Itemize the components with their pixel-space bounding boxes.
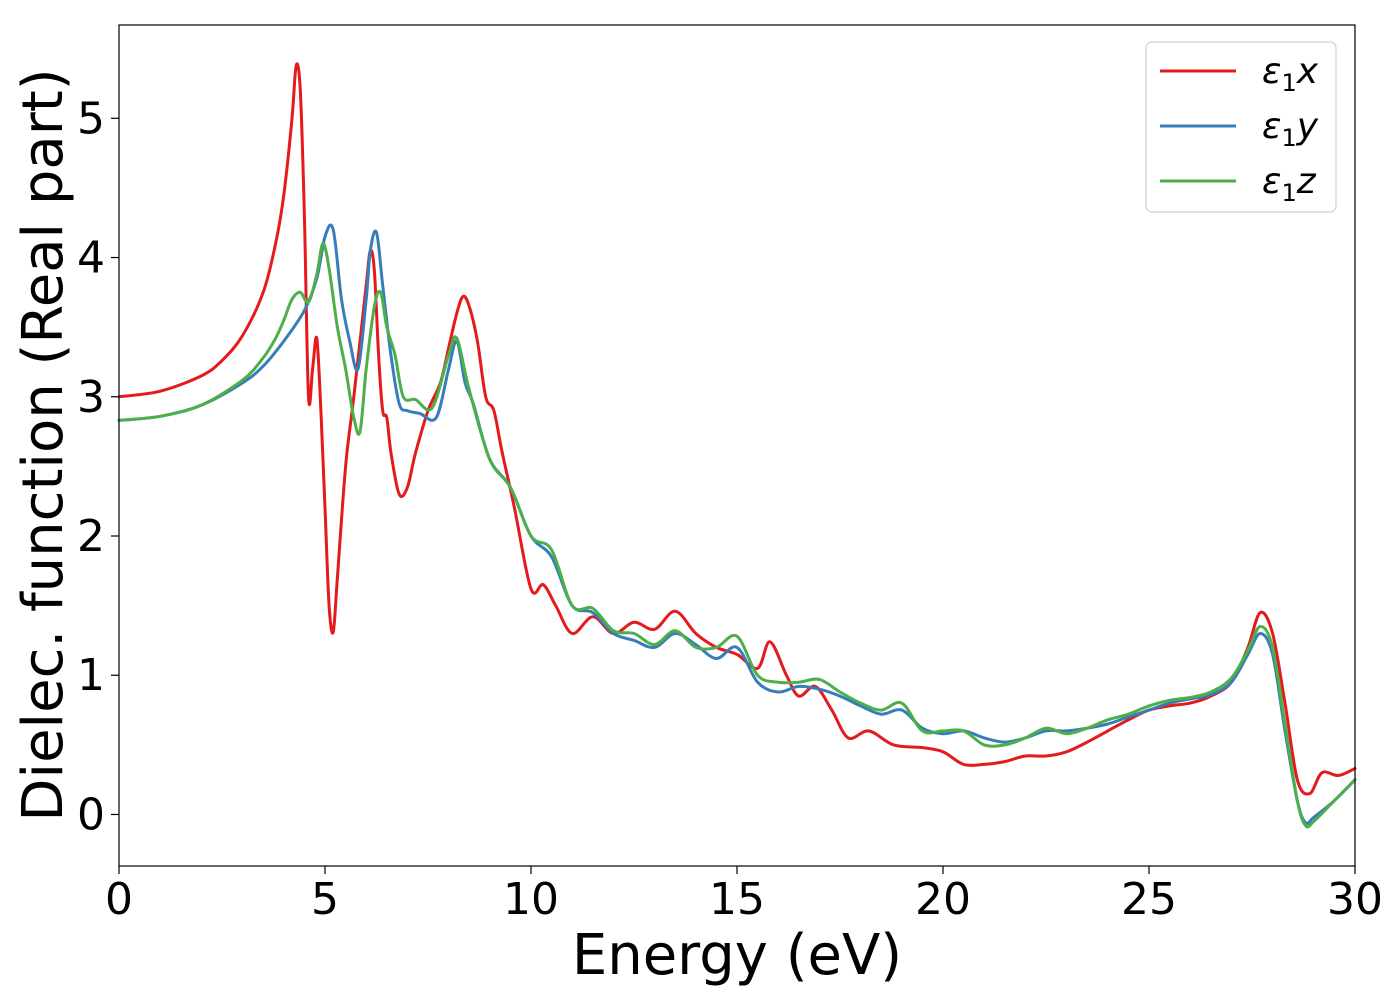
- legend-items: ε1x ε1y ε1z: [1160, 51, 1319, 207]
- x-tick-label: 30: [1327, 874, 1383, 925]
- y-tick-label: 4: [77, 233, 105, 284]
- y-axis-ticks: 0 1 2 3 4 5: [77, 93, 119, 840]
- x-tick-label: 15: [709, 874, 765, 925]
- x-axis-label: Energy (eV): [572, 923, 902, 988]
- series-layer: [117, 62, 1357, 829]
- legend-box: [1145, 41, 1337, 213]
- x-tick-label: 0: [105, 874, 133, 925]
- legend-label-x: ε1x: [1262, 51, 1319, 97]
- x-tick-label: 20: [915, 874, 971, 925]
- y-tick-label: 5: [77, 93, 105, 144]
- y-tick-label: 0: [77, 789, 105, 840]
- legend: ε1x ε1y ε1z: [1145, 41, 1337, 213]
- legend-label-z: ε1z: [1262, 161, 1317, 207]
- y-tick-label: 2: [77, 511, 105, 562]
- x-tick-label: 25: [1121, 874, 1177, 925]
- x-axis-ticks: 0 5 10 15 20 25 30: [105, 866, 1383, 925]
- legend-label-y: ε1y: [1262, 106, 1319, 152]
- y-tick-label: 3: [77, 372, 105, 423]
- y-axis-label: Dielec. function (Real part): [11, 68, 76, 821]
- x-tick-label: 5: [311, 874, 339, 925]
- x-tick-label: 10: [503, 874, 559, 925]
- y-tick-label: 1: [77, 650, 105, 701]
- series-line-x: [117, 62, 1357, 796]
- series-line-z: [117, 242, 1357, 829]
